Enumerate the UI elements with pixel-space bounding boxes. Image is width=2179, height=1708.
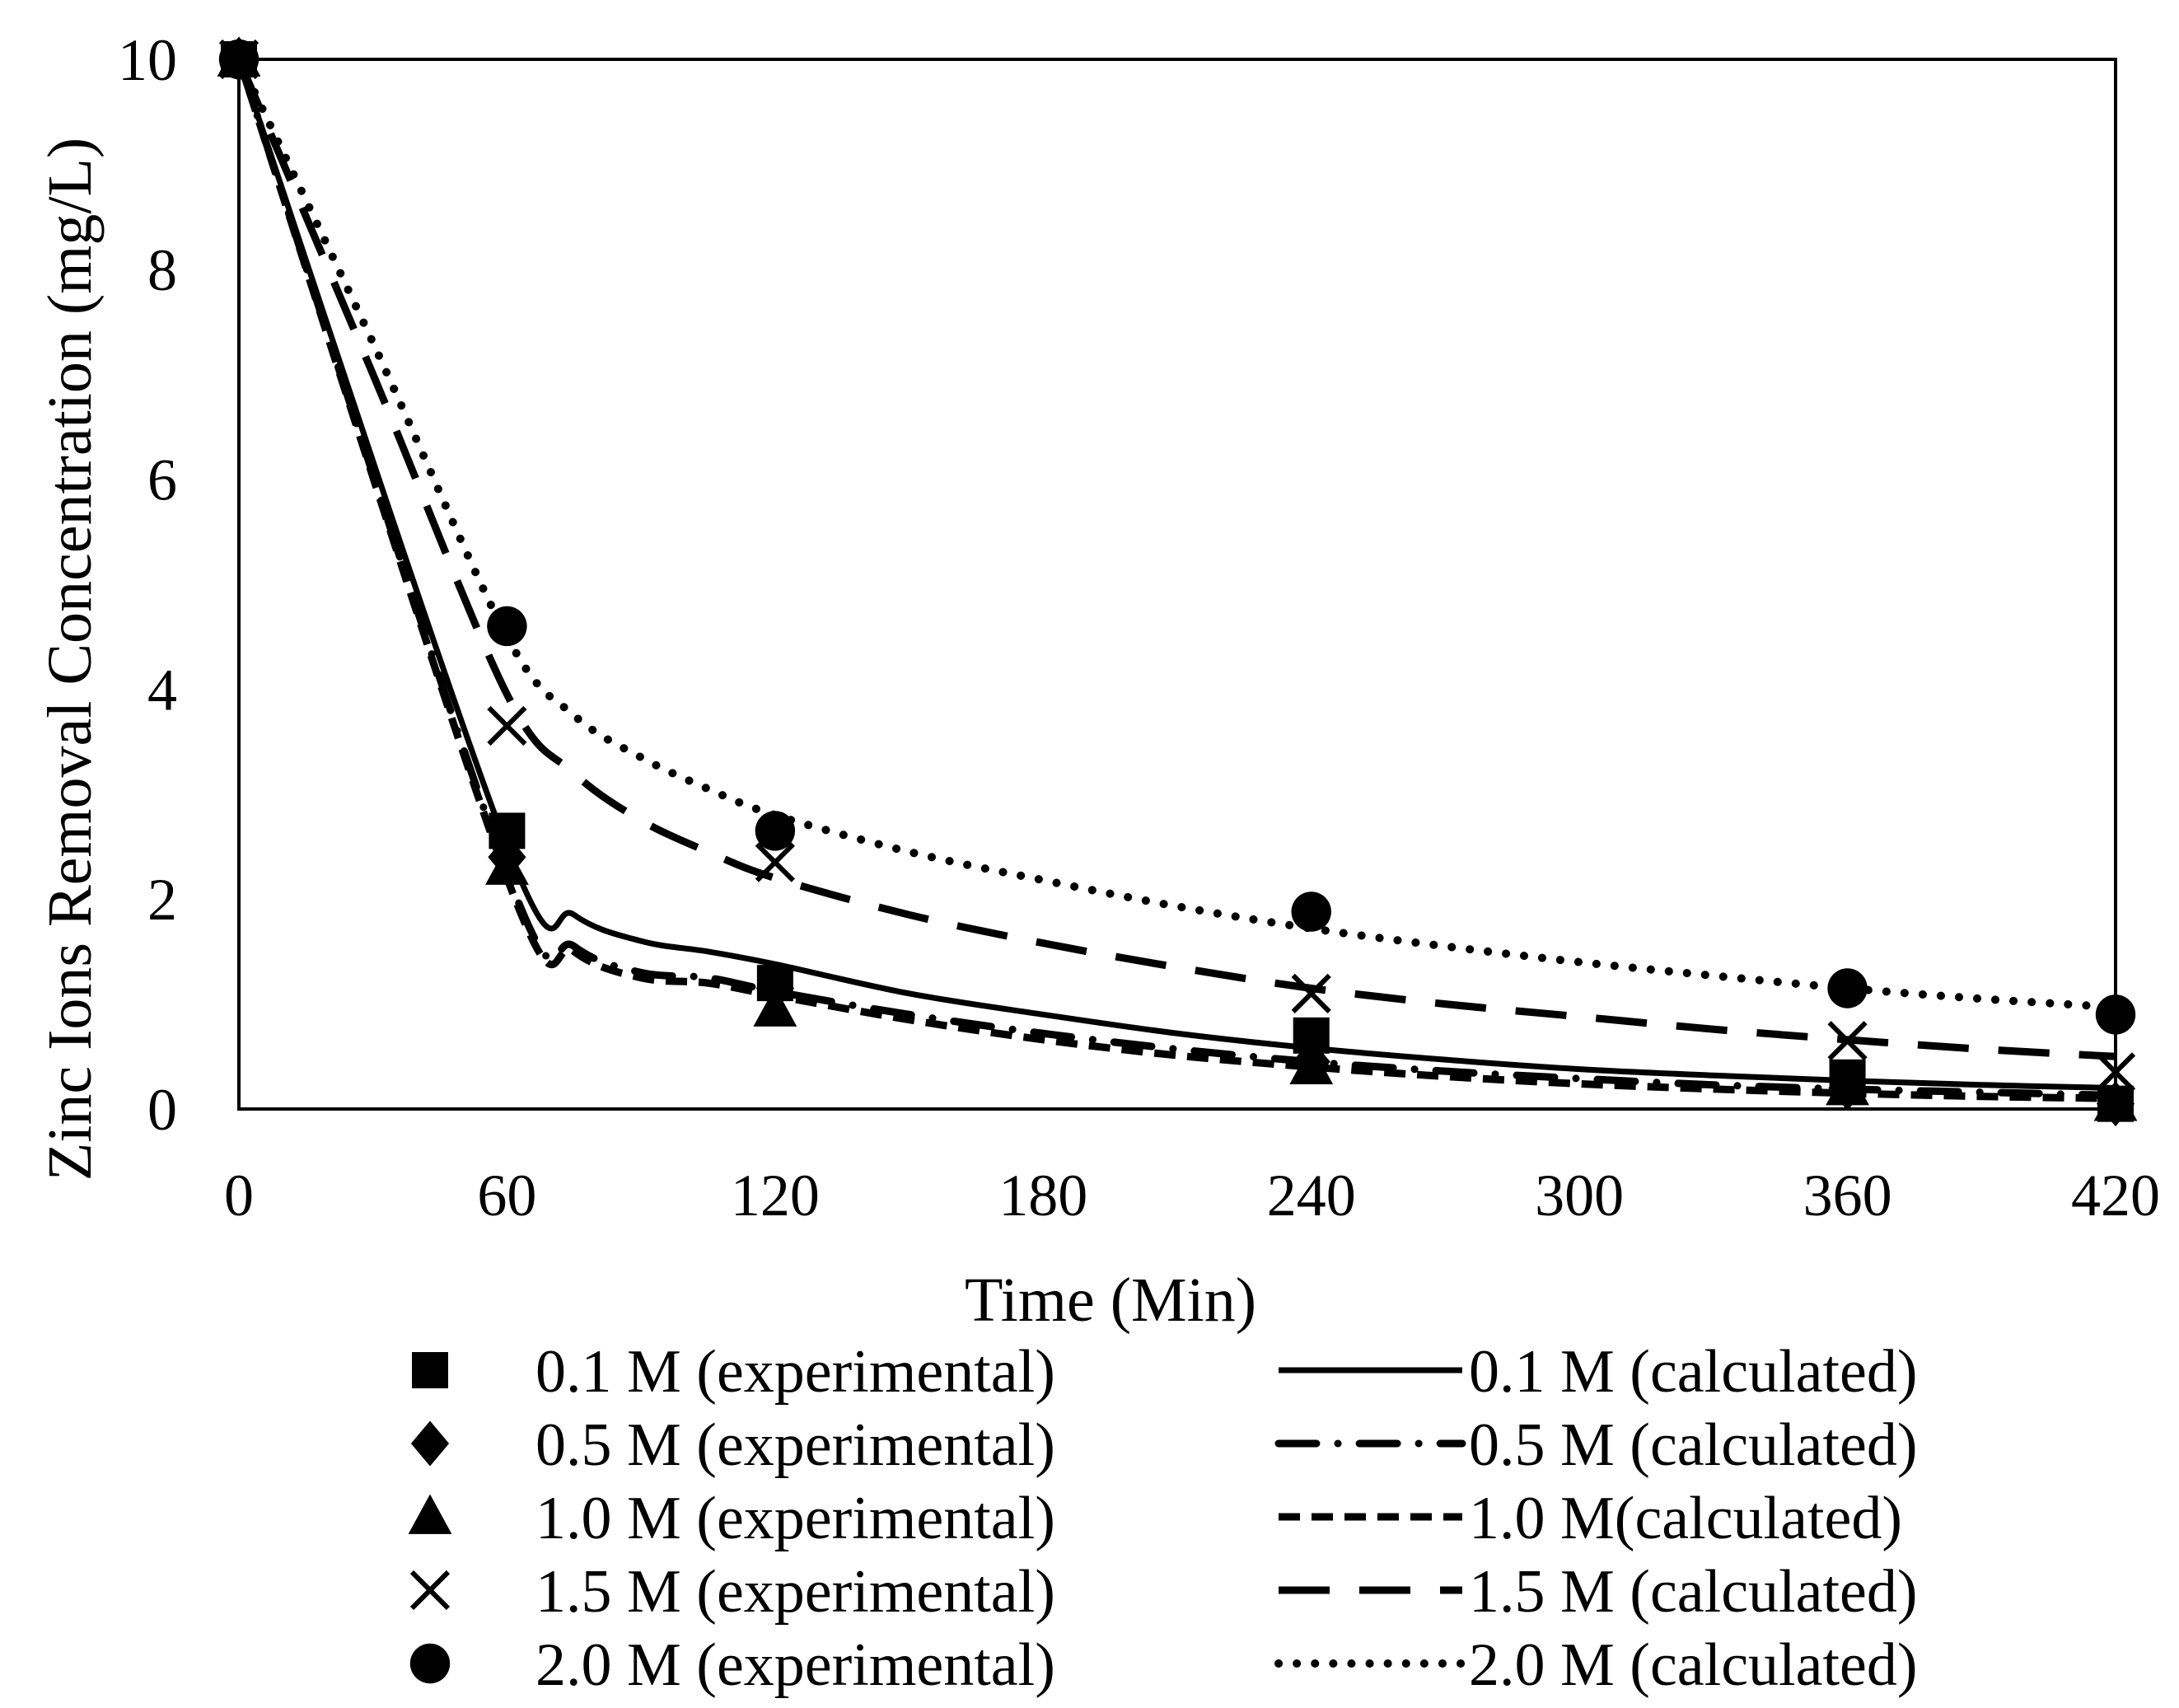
- legend: 0.1 M (experimental)0.5 M (experimental)…: [408, 1338, 1918, 1699]
- plot-frame: [237, 58, 2117, 1111]
- triangle-data-point: [753, 986, 797, 1027]
- x-axis-ticks: 0 60 120 180 240 300 360 420: [224, 1163, 2160, 1228]
- y-axis-ticks: 0 2 4 6 8 10: [118, 27, 177, 1143]
- circle-data-point: [1291, 891, 1331, 932]
- x-tick-label: 60: [477, 1163, 536, 1228]
- legend-label: 1.5 M (calculated): [1469, 1558, 1918, 1626]
- calculated-series-line-3: [235, 58, 2116, 1102]
- legend-label: 0.5 M (experimental): [535, 1411, 1055, 1479]
- legend-marker-cross: [409, 1570, 451, 1611]
- x-tick-label: 120: [731, 1163, 820, 1228]
- y-axis-label: Zinc Ions Removal Concentration (mg/L): [35, 138, 105, 1181]
- legend-label: 0.1 M (experimental): [535, 1338, 1055, 1406]
- calculated-series-line-2: [235, 55, 2120, 1099]
- cross-data-point: [1291, 973, 1331, 1013]
- legend-marker-diamond: [410, 1420, 450, 1467]
- triangle-data-point: [1826, 1065, 1869, 1106]
- legend-marker-square: [412, 1352, 448, 1388]
- cross-data-point: [2095, 1052, 2136, 1093]
- x-tick-label: 180: [998, 1163, 1087, 1228]
- legend-label: 1.5 M (experimental): [535, 1558, 1055, 1626]
- y-tick-label: 8: [147, 237, 177, 303]
- triangle-data-point: [1289, 1044, 1334, 1084]
- experimental-series-3: [217, 36, 2138, 1121]
- x-tick-label: 420: [2071, 1163, 2160, 1228]
- y-tick-label: 0: [147, 1077, 177, 1143]
- legend-label: 2.0 M (calculated): [1469, 1631, 1918, 1699]
- triangle-data-point: [485, 845, 529, 885]
- cross-data-point: [755, 842, 795, 882]
- experimental-series-5: [218, 39, 2136, 1035]
- legend-label: 1.0 M (experimental): [535, 1485, 1055, 1552]
- legend-label: 0.5 M (calculated): [1469, 1411, 1918, 1479]
- experimental-series-1: [221, 41, 2134, 1122]
- circle-data-point: [1827, 968, 1868, 1008]
- cross-data-point: [1827, 1021, 1868, 1061]
- legend-marker-circle: [409, 1643, 451, 1684]
- circle-data-point: [755, 811, 796, 851]
- circle-data-point: [2095, 994, 2136, 1035]
- y-tick-label: 4: [147, 657, 177, 723]
- x-tick-label: 0: [224, 1163, 254, 1228]
- circle-data-point: [218, 39, 260, 80]
- y-tick-label: 10: [118, 27, 177, 93]
- legend-marker-triangle: [408, 1494, 452, 1534]
- calculated-series-line-5: [235, 55, 2120, 1012]
- experimental-series-2: [219, 36, 2135, 1127]
- x-axis-label: Time (Min): [965, 1266, 1256, 1335]
- legend-label: 1.0 M(calculated): [1469, 1485, 1902, 1552]
- x-tick-label: 360: [1803, 1163, 1892, 1228]
- x-tick-label: 240: [1267, 1163, 1356, 1228]
- x-tick-label: 300: [1535, 1163, 1624, 1228]
- experimental-series-4: [218, 39, 2136, 1093]
- legend-label: 2.0 M (experimental): [535, 1631, 1055, 1699]
- circle-data-point: [487, 606, 527, 647]
- cross-data-point: [487, 705, 527, 746]
- y-tick-label: 6: [147, 447, 177, 513]
- plot-area: [217, 36, 2138, 1127]
- triangle-data-point: [2093, 1081, 2138, 1121]
- calculated-series-line-1: [236, 58, 2116, 1092]
- legend-label: 0.1 M (calculated): [1469, 1338, 1918, 1406]
- y-tick-label: 2: [147, 867, 177, 933]
